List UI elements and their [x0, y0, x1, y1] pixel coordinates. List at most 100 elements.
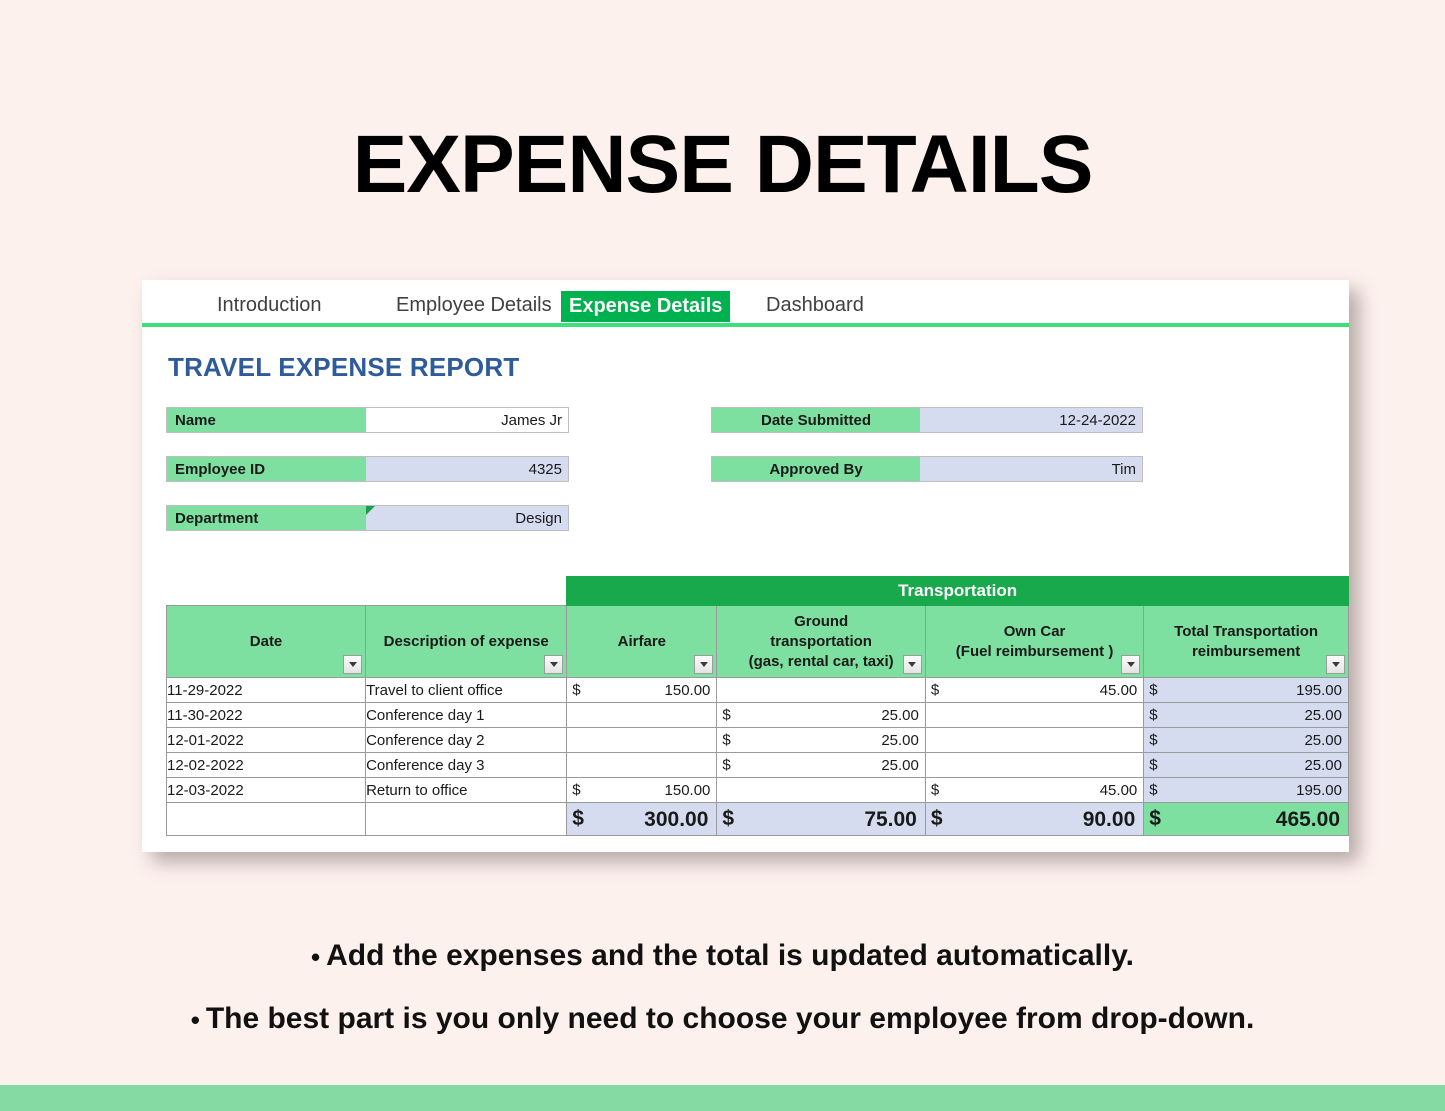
- column-header-ground-transportation: Ground transportation (gas, rental car, …: [716, 605, 926, 678]
- column-header-total-transportation: Total Transportation reimbursement: [1143, 605, 1349, 678]
- cell-date[interactable]: 11-29-2022: [165, 677, 367, 703]
- totals-own-car: $ 90.00: [924, 802, 1145, 836]
- report-heading: TRAVEL EXPENSE REPORT: [168, 352, 520, 382]
- cell-total[interactable]: $ 25.00: [1143, 702, 1349, 728]
- filter-dropdown-icon-airfare[interactable]: [694, 655, 714, 674]
- cell-own-car[interactable]: [924, 702, 1145, 728]
- table-row[interactable]: 12-01-2022 Conference day 2 $ 25.00 $ 25…: [165, 727, 1349, 753]
- currency-symbol: $: [930, 807, 943, 830]
- currency-symbol: $: [572, 681, 581, 699]
- cell-own-car[interactable]: $ 45.00: [924, 677, 1145, 703]
- cell-ground[interactable]: [716, 677, 926, 703]
- cell-description[interactable]: Conference day 2: [365, 727, 568, 753]
- sheet-tab-strip: Introduction Employee Details Expense De…: [142, 280, 1349, 327]
- cell-ground[interactable]: $ 25.00: [716, 752, 926, 778]
- cell-total[interactable]: $ 195.00: [1143, 777, 1349, 803]
- filter-dropdown-icon-ground[interactable]: [902, 655, 922, 674]
- filter-dropdown-icon-description[interactable]: [544, 655, 564, 674]
- field-approved-by[interactable]: Approved By Tim: [711, 456, 1143, 482]
- sheet-tab-expense-details[interactable]: Expense Details: [561, 291, 731, 322]
- field-date-submitted[interactable]: Date Submitted 12-24-2022: [711, 407, 1143, 433]
- column-header-description-label: Description of expense: [383, 632, 549, 650]
- cell-total-amount: 25.00: [1304, 731, 1342, 749]
- field-employee-id-value[interactable]: 4325: [366, 457, 568, 481]
- sheet-tab-introduction[interactable]: Introduction: [217, 294, 322, 316]
- cell-total-amount: 25.00: [1304, 756, 1342, 774]
- cell-airfare[interactable]: [566, 702, 718, 728]
- currency-symbol: $: [1149, 781, 1158, 799]
- currency-symbol: $: [1149, 731, 1158, 749]
- totals-airfare: $ 300.00: [566, 802, 718, 836]
- column-header-total-line2: reimbursement: [1191, 642, 1301, 660]
- currency-symbol: $: [572, 807, 584, 830]
- bullet-icon: •: [190, 1005, 200, 1036]
- field-approved-by-value[interactable]: Tim: [920, 457, 1142, 481]
- cell-own-car[interactable]: $ 45.00: [924, 777, 1145, 803]
- cell-date[interactable]: 12-02-2022: [165, 752, 367, 778]
- cell-ground[interactable]: [716, 777, 926, 803]
- field-department[interactable]: Department Design: [166, 505, 569, 531]
- cell-total[interactable]: $ 195.00: [1143, 677, 1349, 703]
- cell-date[interactable]: 11-30-2022: [165, 702, 367, 728]
- table-row[interactable]: 12-03-2022 Return to office $ 150.00 $ 4…: [165, 777, 1349, 803]
- sheet-tab-employee-details[interactable]: Employee Details: [396, 294, 552, 316]
- field-date-submitted-value[interactable]: 12-24-2022: [920, 408, 1142, 432]
- column-header-description: Description of expense: [365, 605, 568, 678]
- sheet-tab-dashboard[interactable]: Dashboard: [766, 294, 864, 316]
- cell-ground[interactable]: $ 25.00: [716, 727, 926, 753]
- cell-own-car-amount: 45.00: [1099, 781, 1138, 799]
- filter-dropdown-icon-own-car[interactable]: [1121, 655, 1141, 674]
- table-row[interactable]: 12-02-2022 Conference day 3 $ 25.00 $ 25…: [165, 752, 1349, 778]
- band-spacer-cell: [366, 577, 567, 606]
- bullet-icon: •: [310, 942, 321, 973]
- cell-description[interactable]: Conference day 1: [365, 702, 568, 728]
- column-header-total-line1: Total Transportation: [1174, 622, 1319, 640]
- cell-description[interactable]: Travel to client office: [365, 677, 568, 703]
- bottom-accent-bar: [0, 1085, 1445, 1111]
- currency-symbol: $: [722, 807, 735, 830]
- table-row[interactable]: 11-30-2022 Conference day 1 $ 25.00 $ 25…: [165, 702, 1349, 728]
- cell-total[interactable]: $ 25.00: [1143, 727, 1349, 753]
- column-header-own-car: Own Car (Fuel reimbursement ): [924, 605, 1145, 678]
- filter-dropdown-icon-date[interactable]: [343, 655, 363, 674]
- table-row[interactable]: 11-29-2022 Travel to client office $ 150…: [165, 677, 1349, 703]
- field-employee-id-label: Employee ID: [167, 457, 366, 481]
- totals-grand-total-amount: 465.00: [1275, 807, 1340, 831]
- cell-date[interactable]: 12-01-2022: [165, 727, 367, 753]
- field-department-value[interactable]: Design: [366, 506, 568, 530]
- expense-table: Transportation Date Description of expen…: [165, 576, 1349, 836]
- cell-airfare[interactable]: [566, 727, 718, 753]
- totals-ground-amount: 75.00: [864, 807, 917, 831]
- cell-date[interactable]: 12-03-2022: [165, 777, 367, 803]
- cell-ground-amount: 25.00: [881, 706, 919, 724]
- column-header-airfare: Airfare: [566, 605, 718, 678]
- cell-own-car-amount: 45.00: [1099, 681, 1138, 699]
- field-employee-id[interactable]: Employee ID 4325: [166, 456, 569, 482]
- field-department-value-text: Design: [515, 509, 562, 527]
- cell-own-car[interactable]: [924, 727, 1145, 753]
- cell-total-amount: 25.00: [1304, 706, 1342, 724]
- note-item-text: The best part is you only need to choose…: [205, 1002, 1255, 1036]
- currency-symbol: $: [722, 756, 731, 774]
- totals-ground: $ 75.00: [716, 802, 926, 836]
- table-totals-row: $ 300.00 $ 75.00 $ 90.00 $ 465.00: [165, 802, 1349, 836]
- cell-airfare[interactable]: $ 150.00: [566, 677, 718, 703]
- column-header-ground-line2: transportation: [770, 632, 872, 650]
- column-header-ground-line3: (gas, rental car, taxi): [748, 652, 894, 670]
- cell-airfare[interactable]: [566, 752, 718, 778]
- currency-symbol: $: [930, 681, 940, 699]
- totals-own-car-amount: 90.00: [1082, 807, 1136, 831]
- column-header-ground-line1: Ground: [794, 612, 849, 630]
- cell-airfare[interactable]: $ 150.00: [566, 777, 718, 803]
- cell-own-car[interactable]: [924, 752, 1145, 778]
- field-name[interactable]: Name James Jr: [166, 407, 569, 433]
- note-item: • The best part is you only need to choos…: [0, 988, 1445, 1051]
- field-name-label: Name: [167, 408, 366, 432]
- cell-description[interactable]: Conference day 3: [365, 752, 568, 778]
- cell-total[interactable]: $ 25.00: [1143, 752, 1349, 778]
- cell-total-amount: 195.00: [1296, 681, 1342, 699]
- filter-dropdown-icon-total[interactable]: [1326, 655, 1345, 674]
- cell-ground[interactable]: $ 25.00: [716, 702, 926, 728]
- field-name-value[interactable]: James Jr: [366, 408, 568, 432]
- cell-description[interactable]: Return to office: [365, 777, 568, 803]
